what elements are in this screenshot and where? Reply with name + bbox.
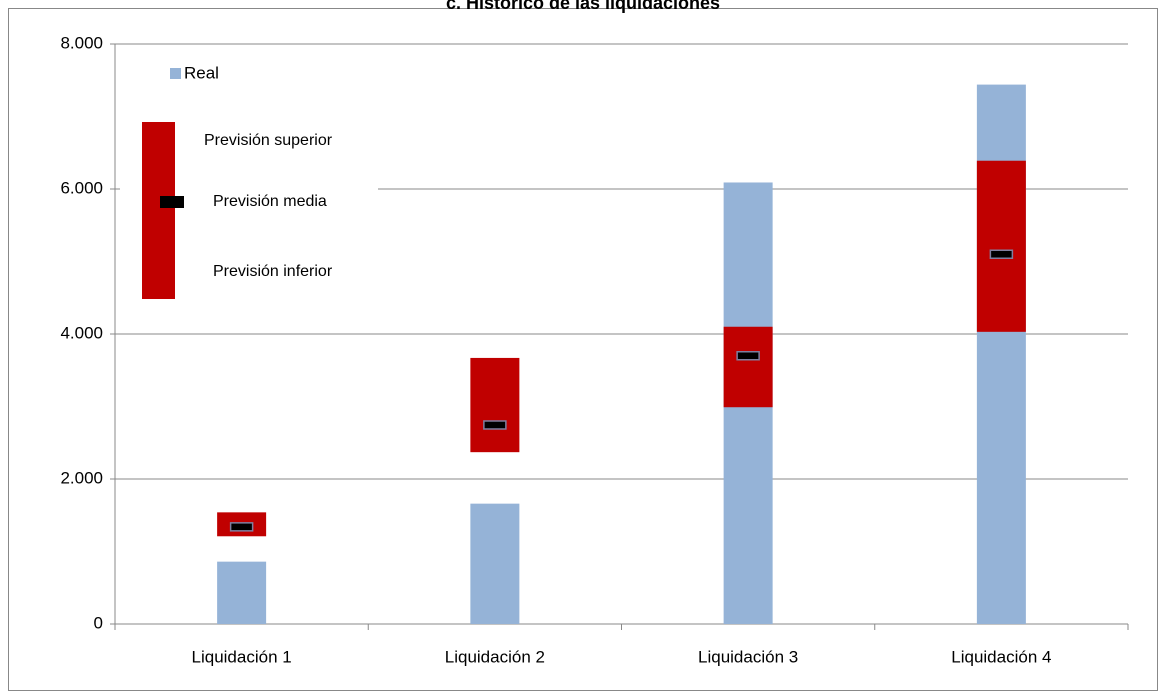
y-tick-label: 6.000 — [60, 178, 103, 197]
legend-swatch — [170, 68, 181, 79]
forecast-mean — [229, 522, 254, 532]
x-tick-label: Liquidación 2 — [445, 647, 545, 666]
y-tick-label: 2.000 — [60, 468, 103, 487]
forecast-mean — [989, 249, 1014, 259]
legend-label: Previsión media — [213, 193, 327, 210]
forecast-range — [470, 357, 520, 453]
forecast-mean — [736, 351, 760, 361]
y-tick-label: 4.000 — [60, 323, 103, 342]
bar — [470, 503, 520, 624]
x-tick-label: Liquidación 4 — [951, 647, 1051, 666]
legend-swatch — [142, 122, 175, 299]
x-tick-label: Liquidación 1 — [192, 647, 292, 666]
forecast-range — [723, 326, 773, 408]
forecast-range — [976, 160, 1026, 332]
legend-label: Real — [184, 63, 219, 82]
forecast-mean — [483, 420, 507, 430]
legend-label: Previsión superior — [204, 132, 333, 149]
x-tick-label: Liquidación 3 — [698, 647, 798, 666]
legend-label: Previsión inferior — [213, 263, 333, 280]
y-tick-label: 0 — [94, 613, 103, 632]
legend-swatch — [160, 196, 184, 208]
chart-title: c. Histórico de las liquidaciones — [446, 0, 720, 13]
y-tick-label: 8.000 — [60, 33, 103, 52]
bar — [217, 561, 267, 624]
